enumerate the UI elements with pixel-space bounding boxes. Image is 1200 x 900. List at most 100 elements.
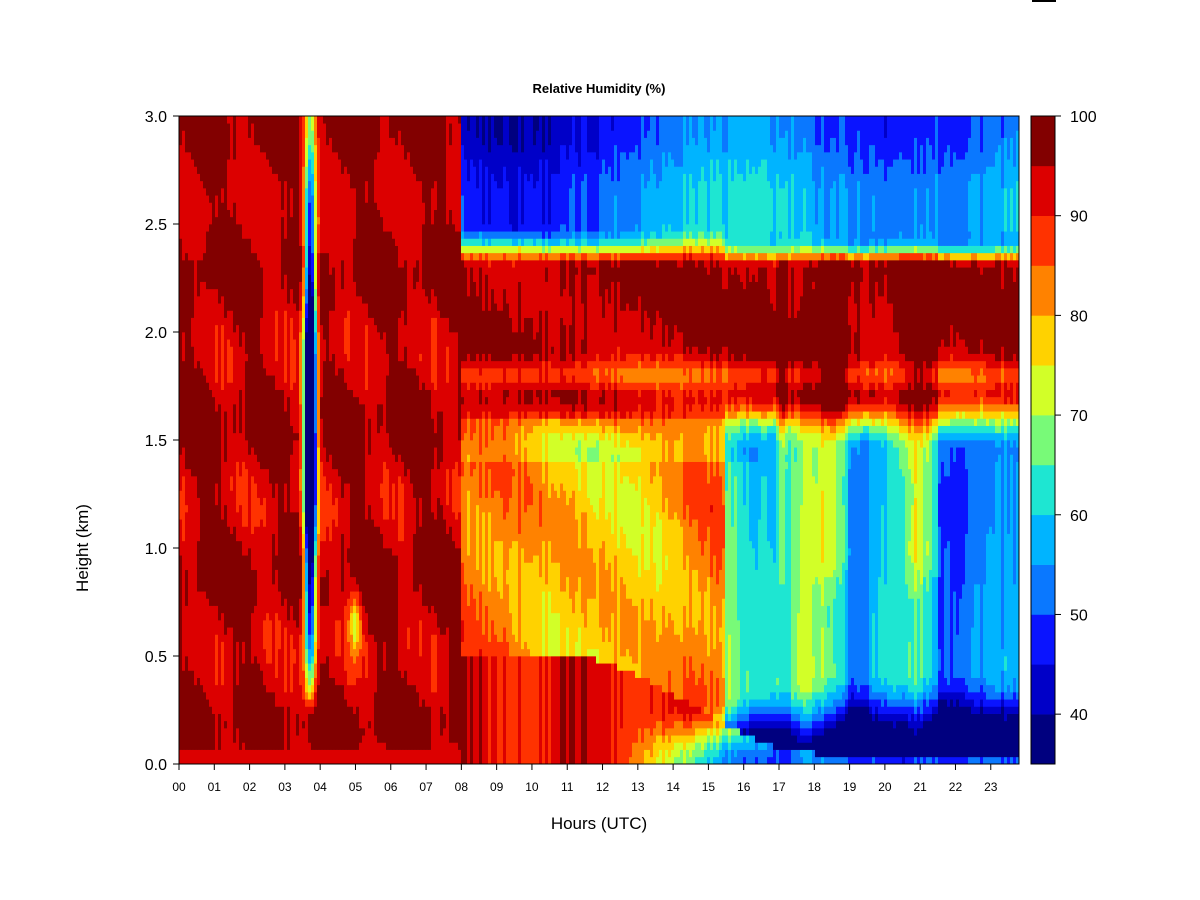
humidity-cell [887, 303, 891, 362]
humidity-cell [530, 389, 534, 405]
humidity-cell [593, 152, 597, 232]
humidity-cell [857, 692, 861, 700]
humidity-cell [767, 418, 771, 426]
humidity-cell [662, 346, 666, 362]
humidity-cell [476, 137, 480, 189]
humidity-cell [872, 756, 876, 764]
humidity-cell [656, 756, 660, 764]
humidity-cell [812, 476, 816, 585]
humidity-cell [593, 252, 597, 261]
humidity-cell [845, 699, 849, 707]
humidity-cell [908, 720, 912, 729]
humidity-cell [242, 461, 246, 527]
humidity-cell [419, 360, 423, 390]
humidity-cell [737, 720, 741, 729]
humidity-cell [290, 454, 294, 513]
humidity-cell [872, 432, 876, 441]
humidity-cell [851, 411, 855, 419]
x-tick-label: 13 [631, 780, 645, 794]
humidity-cell [542, 224, 546, 239]
humidity-cell [536, 461, 540, 556]
humidity-cell [572, 252, 576, 261]
humidity-cell [665, 238, 669, 246]
humidity-cell [800, 735, 804, 743]
humidity-cell [494, 461, 498, 491]
humidity-cell [791, 735, 795, 750]
humidity-cell [743, 735, 747, 750]
humidity-cell [587, 382, 591, 412]
humidity-cell [767, 382, 771, 405]
colorbar-swatch [1031, 464, 1055, 516]
humidity-cell [878, 692, 882, 700]
humidity-cell [611, 591, 615, 614]
humidity-cell [725, 425, 729, 434]
humidity-cell [929, 368, 933, 383]
humidity-cell [932, 706, 936, 714]
humidity-cell [260, 317, 264, 354]
humidity-cell [605, 116, 609, 174]
humidity-cell [503, 238, 507, 246]
humidity-cell [848, 260, 852, 297]
humidity-cell [830, 728, 834, 758]
humidity-cell [536, 656, 540, 764]
humidity-cell [884, 180, 888, 246]
humidity-cell [824, 245, 828, 254]
humidity-cell [755, 425, 759, 434]
humidity-cell [299, 468, 303, 491]
humidity-cell [890, 238, 894, 246]
humidity-cell [749, 360, 753, 369]
humidity-cell [776, 260, 780, 268]
humidity-cell [521, 260, 525, 333]
humidity-cell [701, 461, 705, 556]
humidity-cell [551, 562, 555, 614]
humidity-cell [998, 245, 1002, 254]
humidity-cell [602, 159, 606, 232]
humidity-cell [182, 749, 186, 764]
humidity-cell [746, 360, 750, 369]
humidity-cell [698, 620, 702, 678]
humidity-cell [884, 396, 888, 412]
humidity-cell [929, 692, 933, 700]
humidity-cell [776, 728, 780, 750]
humidity-cell [716, 238, 720, 246]
humidity-cell [518, 166, 522, 232]
humidity-cell [851, 382, 855, 405]
humidity-cell [821, 260, 825, 412]
humidity-cell [830, 432, 834, 441]
humidity-cell [506, 396, 510, 419]
humidity-cell [683, 389, 687, 419]
humidity-cell [785, 468, 789, 693]
humidity-cell [914, 432, 918, 484]
humidity-cell [473, 461, 477, 470]
humidity-cell [632, 310, 636, 354]
humidity-cell [527, 389, 531, 405]
humidity-cell [575, 389, 579, 405]
humidity-cell [752, 713, 756, 722]
humidity-cell [536, 555, 540, 657]
humidity-cell [653, 360, 657, 369]
humidity-cell [659, 476, 663, 520]
humidity-cell [653, 728, 657, 743]
humidity-cell [479, 238, 483, 246]
humidity-cell [506, 382, 510, 390]
humidity-cell [974, 677, 978, 693]
humidity-cell [431, 382, 435, 419]
humidity-cell [932, 576, 936, 686]
humidity-cell [722, 728, 726, 736]
humidity-cell [773, 692, 777, 707]
humidity-cell [197, 173, 201, 261]
humidity-cell [848, 706, 852, 758]
humidity-cell [737, 260, 741, 275]
humidity-cell [800, 252, 804, 261]
humidity-cell [302, 548, 306, 671]
humidity-cell [764, 260, 768, 268]
humidity-cell [998, 706, 1002, 714]
humidity-cell [473, 360, 477, 369]
humidity-cell [485, 245, 489, 254]
humidity-cell [311, 130, 315, 153]
humidity-cell [956, 404, 960, 412]
humidity-cell [695, 713, 699, 722]
humidity-cell [968, 137, 972, 182]
humidity-cell [728, 245, 732, 254]
humidity-cell [692, 368, 696, 383]
